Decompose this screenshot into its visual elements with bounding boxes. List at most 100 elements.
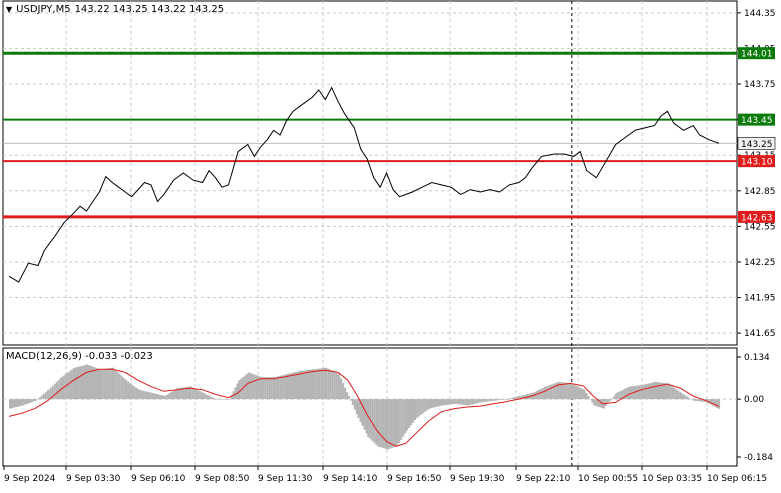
macd-bar — [357, 399, 360, 418]
macd-bar — [449, 399, 452, 405]
price-line — [8, 86, 720, 283]
macd-bar — [88, 365, 91, 400]
macd-bar — [610, 398, 613, 400]
macd-bar — [376, 399, 379, 447]
macd-bar — [92, 366, 95, 400]
macd-bar — [647, 383, 650, 400]
macd-bar — [514, 397, 516, 400]
macd-y-tick-label: 0.00 — [744, 395, 764, 405]
macd-bar — [548, 385, 551, 400]
macd-bar — [138, 389, 141, 400]
macd-bar — [125, 380, 128, 400]
x-tick-label: 9 Sep 11:30 — [258, 474, 313, 484]
macd-bar — [120, 375, 123, 400]
macd-bar — [493, 399, 496, 401]
macd-bar — [68, 371, 71, 400]
macd-bar — [64, 374, 67, 400]
macd-bar — [36, 399, 39, 400]
macd-bar — [221, 399, 224, 400]
macd-bar — [144, 391, 147, 400]
macd-bar — [480, 399, 483, 403]
macd-bar — [101, 369, 104, 400]
macd-bar — [503, 399, 506, 400]
macd-bar — [508, 398, 510, 400]
macd-bar — [264, 377, 267, 400]
macd-bar — [572, 384, 575, 400]
macd-bar — [83, 365, 86, 400]
x-tick-label: 10 Sep 06:15 — [707, 474, 767, 484]
macd-header: MACD(12,26,9) -0.033 -0.023 — [6, 351, 153, 362]
macd-bar — [677, 390, 680, 400]
macd-bar — [484, 399, 487, 402]
macd-bar — [623, 388, 626, 400]
macd-bar — [75, 367, 78, 400]
macd-bar — [488, 399, 491, 402]
macd-bar — [546, 385, 549, 400]
macd-bar — [355, 399, 358, 415]
macd-bar — [55, 381, 58, 400]
macd-bar — [107, 368, 110, 400]
macd-bar — [630, 386, 633, 400]
macd-bar — [636, 385, 639, 400]
x-tick-label: 9 Sep 16:50 — [387, 474, 442, 484]
macd-bar — [335, 372, 338, 400]
macd-bar — [312, 369, 315, 400]
macd-bar — [9, 399, 11, 409]
macd-bar — [475, 399, 478, 404]
macd-bar — [219, 399, 222, 400]
y-tick-label: 141.65 — [744, 329, 776, 339]
macd-bar — [171, 391, 174, 400]
macd-bar — [396, 399, 399, 447]
macd-bar — [333, 371, 336, 400]
macd-bar — [550, 384, 553, 400]
macd-bar — [604, 399, 607, 407]
macd-bar — [621, 389, 624, 400]
macd-bar — [394, 399, 397, 447]
macd-bar — [260, 377, 263, 400]
macd-bar — [673, 387, 676, 400]
macd-bar — [570, 383, 573, 400]
macd-bar — [710, 399, 713, 405]
macd-bar — [388, 399, 391, 449]
macd-bar — [654, 381, 657, 400]
macd-bar — [697, 399, 700, 402]
macd-bar — [404, 399, 407, 434]
macd-bar — [656, 382, 659, 400]
macd-bar — [116, 371, 119, 400]
macd-bar — [441, 399, 444, 406]
macd-bar — [703, 399, 706, 402]
macd-bar — [342, 383, 345, 400]
macd-bar — [443, 399, 446, 406]
macd-bar — [109, 368, 112, 400]
chevron-down-icon[interactable]: ▼ — [6, 5, 13, 14]
macd-bar — [329, 369, 332, 400]
macd-bar — [303, 370, 306, 400]
macd-bar — [643, 384, 646, 400]
macd-bar — [44, 392, 47, 400]
macd-bar — [199, 391, 202, 400]
x-tick-label: 9 Sep 19:30 — [450, 474, 505, 484]
macd-bar — [380, 399, 383, 448]
macd-bar — [714, 399, 717, 407]
macd-bar — [718, 399, 721, 410]
macd-bar — [375, 399, 378, 445]
macd-bar — [544, 386, 547, 400]
level-badge — [738, 155, 775, 168]
x-tick-label: 9 Sep 03:30 — [66, 474, 121, 484]
macd-bar — [320, 368, 323, 400]
macd-bar — [419, 399, 422, 416]
macd-bar — [495, 399, 498, 401]
macd-bar — [512, 397, 514, 400]
macd-bar — [17, 399, 19, 407]
macd-bar — [210, 396, 213, 400]
macd-bar — [268, 377, 271, 400]
macd-bar — [165, 394, 168, 400]
y-tick-label: 144.35 — [744, 9, 776, 19]
macd-bar — [246, 373, 249, 400]
macd-bar — [331, 370, 334, 400]
macd-bar — [228, 399, 231, 400]
macd-bar — [202, 392, 205, 400]
macd-bar — [535, 390, 538, 400]
macd-bar — [365, 399, 368, 434]
macd-bar — [191, 387, 194, 400]
